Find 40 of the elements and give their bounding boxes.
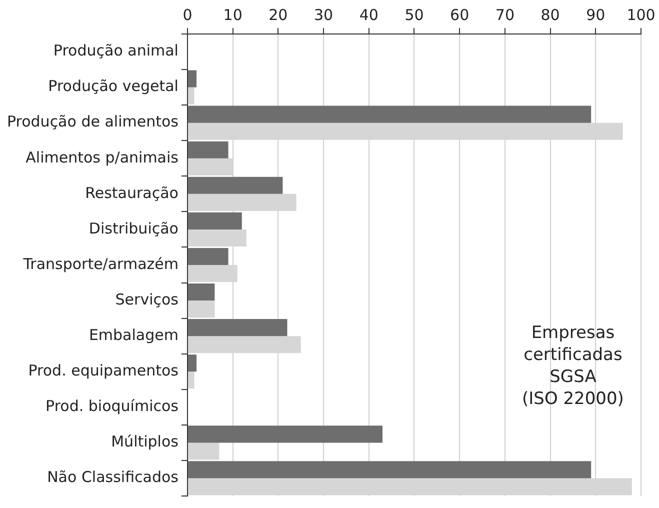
y-tick-label: Múltiplos <box>111 432 179 451</box>
bar <box>188 461 592 478</box>
bar <box>188 426 382 443</box>
x-tick-label: 0 <box>182 6 192 24</box>
bar <box>188 442 220 460</box>
bar <box>188 141 228 158</box>
bar <box>188 372 194 389</box>
bar <box>188 106 592 123</box>
y-tick-label: Prod. bioquímicos <box>46 397 179 416</box>
y-tick-label: Não Classificados <box>47 468 179 486</box>
x-tick-label: 60 <box>450 6 470 24</box>
bar <box>188 212 242 230</box>
bar <box>188 300 215 318</box>
bar <box>188 319 288 336</box>
bar <box>188 176 283 194</box>
y-tick-label: Serviços <box>115 290 179 308</box>
x-tick-label: 10 <box>223 6 242 24</box>
y-tick-label: Distribuição <box>88 219 178 238</box>
y-tick-label: Produção vegetal <box>48 77 178 96</box>
y-tick-label: Prod. equipamentos <box>28 362 179 380</box>
y-tick-label: Embalagem <box>88 326 178 344</box>
y-tick-label: Alimentos p/animais <box>26 148 179 166</box>
x-tick-label: 20 <box>268 6 288 24</box>
x-tick-label: 50 <box>404 6 424 24</box>
x-tick-label: 40 <box>359 6 378 24</box>
x-tick-label: 30 <box>314 6 334 24</box>
x-tick-label: 90 <box>586 6 606 24</box>
y-tick-label: Transporte/armazém <box>22 254 178 273</box>
bar <box>188 70 197 88</box>
bar <box>188 354 197 372</box>
y-tick-label: Produção animal <box>53 42 178 60</box>
bar <box>188 283 215 301</box>
annotation: Empresas certificadas SGSA (ISO 22000) <box>522 323 624 410</box>
x-tick-label: 70 <box>495 6 514 24</box>
x-tick-label: 100 <box>626 6 656 24</box>
y-tick-label: Produção de alimentos <box>6 112 179 131</box>
x-tick-label: 80 <box>540 6 560 24</box>
bar <box>188 248 228 265</box>
bar <box>188 87 194 104</box>
y-tick-label: Restauração <box>85 184 178 202</box>
